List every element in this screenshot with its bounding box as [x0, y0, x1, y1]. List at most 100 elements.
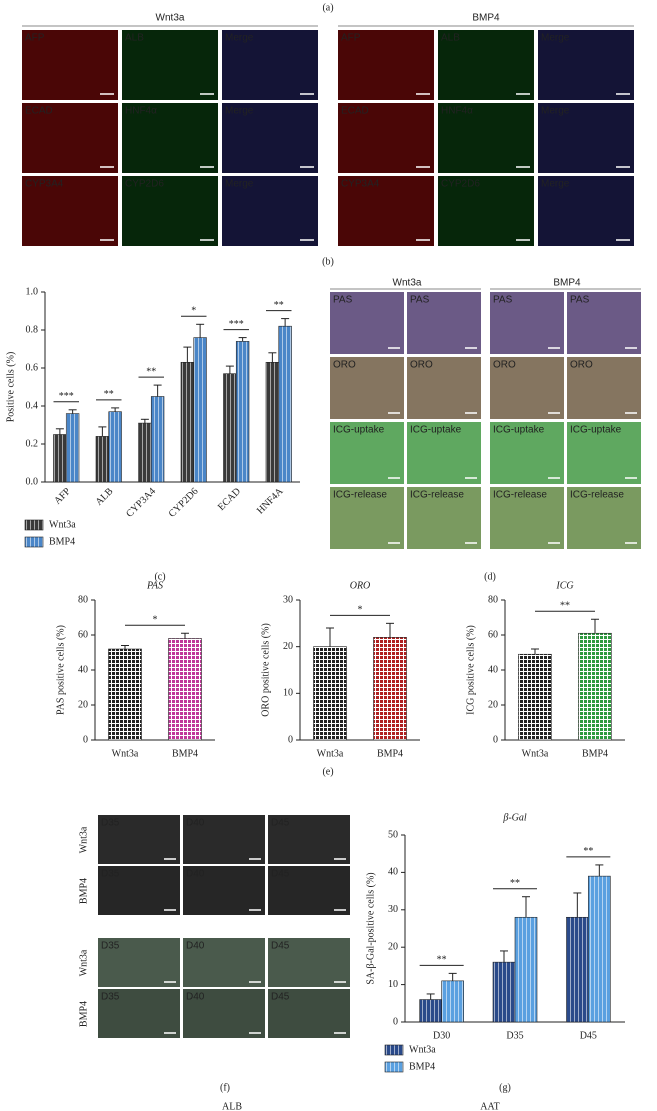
- group-header: BMP4: [553, 278, 581, 289]
- footer-label: ALB: [222, 1101, 242, 1111]
- significance-label: *: [191, 306, 196, 317]
- significance-label: ***: [229, 319, 244, 330]
- error-bar: [140, 418, 149, 424]
- micrograph: [490, 487, 564, 549]
- chart-title: ORO: [350, 580, 371, 591]
- x-tick-label: AFP: [52, 486, 73, 507]
- image-label: ICG-release: [570, 490, 624, 501]
- micrograph: [567, 422, 641, 484]
- micrograph: [330, 422, 404, 484]
- error-bar: [426, 993, 435, 1000]
- y-tick-label: 0: [493, 734, 498, 745]
- x-tick-label: HNF4A: [255, 485, 286, 516]
- error-bar: [225, 365, 234, 374]
- error-bar: [98, 426, 107, 437]
- significance-label: **: [437, 955, 447, 966]
- y-tick-label: 0.2: [26, 438, 39, 449]
- panel-label: (a): [322, 2, 333, 13]
- y-tick-label: 0: [393, 1016, 398, 1027]
- x-tick-label: D30: [433, 1030, 450, 1041]
- y-tick-label: 60: [488, 629, 498, 640]
- error-bar: [55, 428, 64, 435]
- micrograph: [122, 103, 218, 173]
- chart-title: ICG: [555, 580, 573, 591]
- micrograph: [22, 103, 118, 173]
- panel-label: (b): [322, 256, 334, 267]
- error-bar: [500, 950, 508, 963]
- image-label: D45: [271, 869, 290, 880]
- micrograph: [22, 176, 118, 246]
- footer-label: AAT: [480, 1101, 499, 1111]
- y-tick-label: 0.4: [26, 400, 39, 411]
- micrograph: [538, 30, 634, 100]
- error-bar: [68, 409, 77, 414]
- image-label: ALB: [125, 33, 144, 44]
- bar: [313, 646, 347, 741]
- y-axis-label: Positive cells (%): [5, 352, 16, 423]
- micrograph: [338, 103, 434, 173]
- error-bar: [111, 407, 120, 412]
- micrograph: [407, 357, 481, 419]
- image-label: D45: [271, 992, 290, 1003]
- legend-label: Wnt3a: [49, 519, 76, 530]
- x-tick-label: CYP2D6: [167, 486, 201, 520]
- image-label: AFP: [25, 33, 45, 44]
- bar: [65, 413, 80, 483]
- significance-label: **: [104, 389, 114, 400]
- micrograph: [222, 176, 318, 246]
- y-tick-label: 20: [488, 699, 498, 710]
- error-bar: [595, 864, 604, 877]
- image-label: ICG-uptake: [570, 425, 622, 436]
- x-tick-label: ECAD: [216, 486, 243, 513]
- micrograph: [338, 176, 434, 246]
- micrograph: [22, 30, 118, 100]
- micrograph: [490, 292, 564, 354]
- image-label: Merge: [225, 106, 254, 117]
- y-axis-label: ORO positive cells (%): [260, 623, 271, 717]
- bar: [180, 361, 195, 483]
- image-label: ICG-release: [333, 490, 387, 501]
- significance-label: **: [146, 366, 156, 377]
- bar: [53, 434, 67, 483]
- image-label: Merge: [225, 33, 254, 44]
- legend-swatch: [24, 519, 44, 531]
- y-tick-label: 60: [78, 629, 88, 640]
- significance-label: **: [510, 878, 520, 889]
- y-axis-label: SA-β-Gal-positive cells (%): [365, 872, 376, 984]
- legend-label: BMP4: [409, 1061, 435, 1072]
- micrograph: [490, 422, 564, 484]
- error-bar: [281, 318, 290, 327]
- micrograph: [98, 815, 180, 864]
- row-label: Wnt3a: [78, 826, 89, 853]
- chart-title: β-Gal: [502, 812, 527, 823]
- y-tick-label: 0: [83, 734, 88, 745]
- panel-label: (e): [322, 766, 333, 777]
- group-header: Wnt3a: [156, 13, 185, 24]
- micrograph: [407, 487, 481, 549]
- error-bar: [268, 352, 277, 363]
- bar: [566, 916, 589, 1023]
- error-bar: [591, 618, 599, 634]
- micrograph: [268, 866, 350, 915]
- significance-label: ***: [59, 391, 74, 402]
- bar: [108, 411, 122, 483]
- image-label: PAS: [493, 295, 513, 306]
- row-label: Wnt3a: [78, 949, 89, 976]
- image-label: ECAD: [25, 106, 53, 117]
- significance-label: **: [583, 846, 593, 857]
- image-label: D35: [101, 941, 120, 952]
- legend-label: Wnt3a: [409, 1044, 436, 1055]
- y-tick-label: 20: [283, 641, 293, 652]
- image-label: ECAD: [341, 106, 369, 117]
- bar: [373, 637, 407, 741]
- micrograph: [98, 989, 180, 1038]
- micrograph: [538, 176, 634, 246]
- panel-label: (g): [499, 1082, 511, 1093]
- micrograph: [268, 815, 350, 864]
- image-label: ORO: [410, 360, 433, 371]
- y-axis-label: PAS positive cells (%): [55, 625, 66, 715]
- y-tick-label: 40: [488, 664, 498, 675]
- bar: [588, 875, 611, 1023]
- chart-title: PAS: [146, 580, 163, 591]
